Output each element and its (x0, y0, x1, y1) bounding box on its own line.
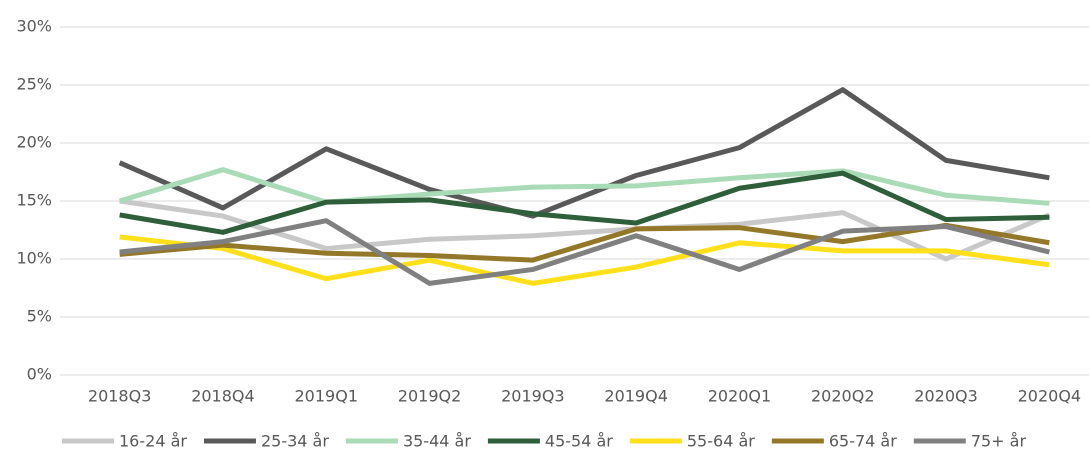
legend-label: 35-44 år (403, 432, 471, 451)
series-line (119, 222, 1050, 263)
legend-label: 25-34 år (261, 432, 329, 451)
y-tick-label: 0% (27, 365, 52, 384)
x-tick-label: 2019Q2 (398, 387, 462, 406)
x-tick-label: 2019Q3 (501, 387, 565, 406)
y-tick-label: 15% (16, 191, 52, 210)
y-tick-label: 5% (27, 307, 52, 326)
y-tick-label: 10% (16, 249, 52, 268)
y-tick-label: 30% (16, 17, 52, 36)
legend-label: 45-54 år (545, 432, 613, 451)
x-tick-label: 2020Q4 (1018, 387, 1082, 406)
legend-label: 75+ år (971, 432, 1027, 451)
series-line (119, 218, 1050, 286)
series-line (119, 170, 1050, 235)
y-tick-label: 25% (16, 75, 52, 94)
legend-label: 65-74 år (829, 432, 897, 451)
x-tick-label: 2019Q4 (604, 387, 668, 406)
x-tick-label: 2018Q3 (88, 387, 152, 406)
series-line (118, 167, 1050, 206)
series-line (119, 234, 1050, 286)
series-line (118, 87, 1050, 219)
x-tick-label: 2020Q3 (914, 387, 978, 406)
x-tick-label: 2018Q4 (191, 387, 255, 406)
x-tick-label: 2019Q1 (295, 387, 359, 406)
legend-label: 55-64 år (687, 432, 755, 451)
y-tick-label: 20% (16, 133, 52, 152)
x-tick-label: 2020Q1 (708, 387, 772, 406)
legend-label: 16-24 år (119, 432, 187, 451)
x-tick-label: 2020Q2 (811, 387, 875, 406)
